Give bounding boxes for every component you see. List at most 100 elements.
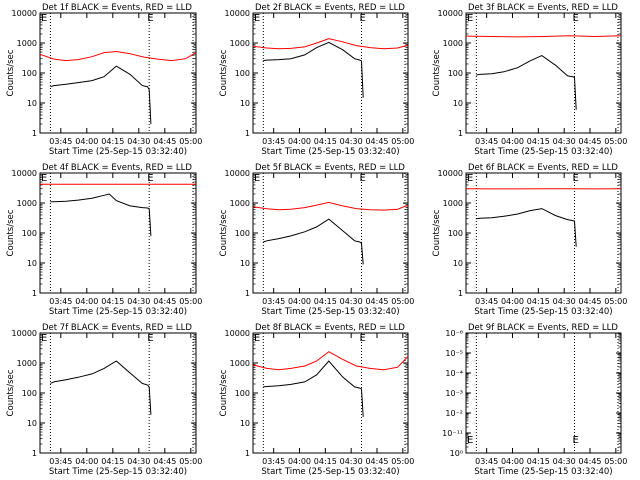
events-series-line <box>263 41 364 98</box>
x-tick-label: 03:45 <box>475 137 498 146</box>
y-tick-label: 1000 <box>230 199 250 208</box>
y-tick-label: 10⁻¹¹ <box>442 429 463 438</box>
x-tick-label: 05:00 <box>179 297 202 306</box>
lld-series-line <box>39 50 197 62</box>
plot-title: Det 3f BLACK = Events, RED = LLD <box>468 3 618 13</box>
plot-title: Det 7f BLACK = Events, RED = LLD <box>42 323 192 333</box>
y-tick-label: 10⁻² <box>445 409 463 418</box>
panel-4: Det 4f BLACK = Events, RED = LLD 1 10 100 10… <box>6 163 202 317</box>
events-series-line <box>50 193 152 236</box>
plot-frame <box>39 12 197 134</box>
panel-3: Det 3f BLACK = Events, RED = LLD 1 10 100 10… <box>432 3 627 157</box>
y-tick-label: 1000 <box>230 359 250 368</box>
x-axis-label: Start Time (25-Sep-15 03:32:40) <box>261 147 399 157</box>
y-tick-label: 10000 <box>225 9 250 18</box>
plot-frame <box>465 12 622 134</box>
y-tick-label: 10 <box>240 259 250 268</box>
x-tick-label: 04:15 <box>101 297 124 306</box>
y-tick-label: 10 <box>240 419 250 428</box>
e-marker: E <box>467 13 473 24</box>
y-tick-label: 100 <box>448 229 463 238</box>
x-tick-label: 03:45 <box>475 297 498 306</box>
x-tick-label: 04:15 <box>527 137 550 146</box>
panel-6: Det 6f BLACK = Events, RED = LLD 1 10 100 10… <box>432 163 627 317</box>
y-tick-label: 1000 <box>17 39 37 48</box>
y-axis-label: Counts/sec <box>6 49 16 96</box>
y-tick-label: 1 <box>32 449 37 458</box>
x-tick-label: 04:15 <box>314 297 337 306</box>
y-tick-label: 10000 <box>225 329 250 338</box>
x-tick-label: 04:00 <box>288 137 311 146</box>
panel-8: Det 8f BLACK = Events, RED = LLD 1 10 100 10… <box>219 323 414 477</box>
y-tick-label: 1000 <box>17 199 37 208</box>
e-marker: E <box>467 435 473 446</box>
x-tick-label: 05:00 <box>179 137 202 146</box>
plot-frame <box>465 172 622 294</box>
x-tick-label: 03:45 <box>475 457 498 466</box>
x-tick-label: 04:30 <box>340 457 363 466</box>
events-series-line <box>476 55 577 110</box>
y-tick-label: 10000 <box>438 9 463 18</box>
x-tick-label: 04:30 <box>127 457 150 466</box>
x-tick-label: 04:30 <box>553 137 576 146</box>
plot-frame <box>252 332 409 454</box>
y-tick-label: 1000 <box>230 39 250 48</box>
plot-frame <box>252 172 409 294</box>
panel-7: Det 7f BLACK = Events, RED = LLD 1 10 100 10… <box>6 323 202 477</box>
x-tick-label: 05:00 <box>604 137 627 146</box>
x-axis-label: Start Time (25-Sep-15 03:32:40) <box>474 307 612 317</box>
y-axis-label: Counts/sec <box>6 209 16 256</box>
y-tick-label: 10⁰ <box>450 449 463 458</box>
plot-title: Det 6f BLACK = Events, RED = LLD <box>468 163 618 173</box>
y-tick-label: 100 <box>22 229 37 238</box>
x-tick-label: 03:45 <box>49 297 72 306</box>
plot-frame <box>465 332 622 454</box>
x-tick-label: 04:00 <box>75 297 98 306</box>
plot-title: Det 9f BLACK = Events, RED = LLD <box>468 323 618 333</box>
x-tick-label: 04:00 <box>288 297 311 306</box>
y-tick-label: 1000 <box>443 39 463 48</box>
y-tick-label: 1 <box>458 289 463 298</box>
x-tick-label: 04:30 <box>127 137 150 146</box>
y-axis-label: Counts/sec <box>432 209 442 256</box>
x-tick-label: 04:45 <box>365 457 388 466</box>
x-tick-label: 04:30 <box>340 297 363 306</box>
plot-frame <box>39 332 197 454</box>
x-tick-label: 04:00 <box>501 137 524 146</box>
e-marker: E <box>254 173 260 184</box>
y-axis-label: Counts/sec <box>6 369 16 416</box>
e-marker: E <box>41 13 47 24</box>
y-tick-label: 10⁻³ <box>445 389 463 398</box>
x-axis-label: Start Time (25-Sep-15 03:32:40) <box>261 467 399 477</box>
y-tick-label: 100 <box>448 69 463 78</box>
y-axis-label: Counts/sec <box>432 49 442 96</box>
x-tick-label: 04:30 <box>340 137 363 146</box>
x-tick-label: 05:00 <box>179 457 202 466</box>
y-tick-label: 10 <box>453 99 463 108</box>
x-tick-label: 04:00 <box>75 457 98 466</box>
plot-title: Det 1f BLACK = Events, RED = LLD <box>42 3 192 13</box>
e-marker: E <box>254 333 260 344</box>
y-tick-label: 1 <box>32 129 37 138</box>
y-tick-label: 10⁻⁵ <box>445 349 463 358</box>
y-tick-label: 1000 <box>17 359 37 368</box>
plot-title: Det 8f BLACK = Events, RED = LLD <box>255 323 405 333</box>
y-tick-label: 1 <box>458 129 463 138</box>
e-marker: E <box>254 13 260 24</box>
x-axis-label: Start Time (25-Sep-15 03:32:40) <box>49 307 187 317</box>
x-tick-label: 03:45 <box>262 457 285 466</box>
y-tick-label: 100 <box>235 69 250 78</box>
lld-series-line <box>465 35 622 38</box>
x-tick-label: 04:45 <box>578 457 601 466</box>
x-tick-label: 04:00 <box>288 457 311 466</box>
y-tick-label: 100 <box>235 389 250 398</box>
y-tick-label: 10 <box>27 99 37 108</box>
lld-series-line <box>252 201 409 211</box>
x-tick-label: 03:45 <box>262 297 285 306</box>
y-tick-label: 1 <box>245 129 250 138</box>
x-tick-label: 04:15 <box>101 457 124 466</box>
plot-title: Det 5f BLACK = Events, RED = LLD <box>255 163 405 173</box>
y-tick-label: 10⁻⁶ <box>445 329 463 338</box>
x-tick-label: 04:00 <box>501 457 524 466</box>
